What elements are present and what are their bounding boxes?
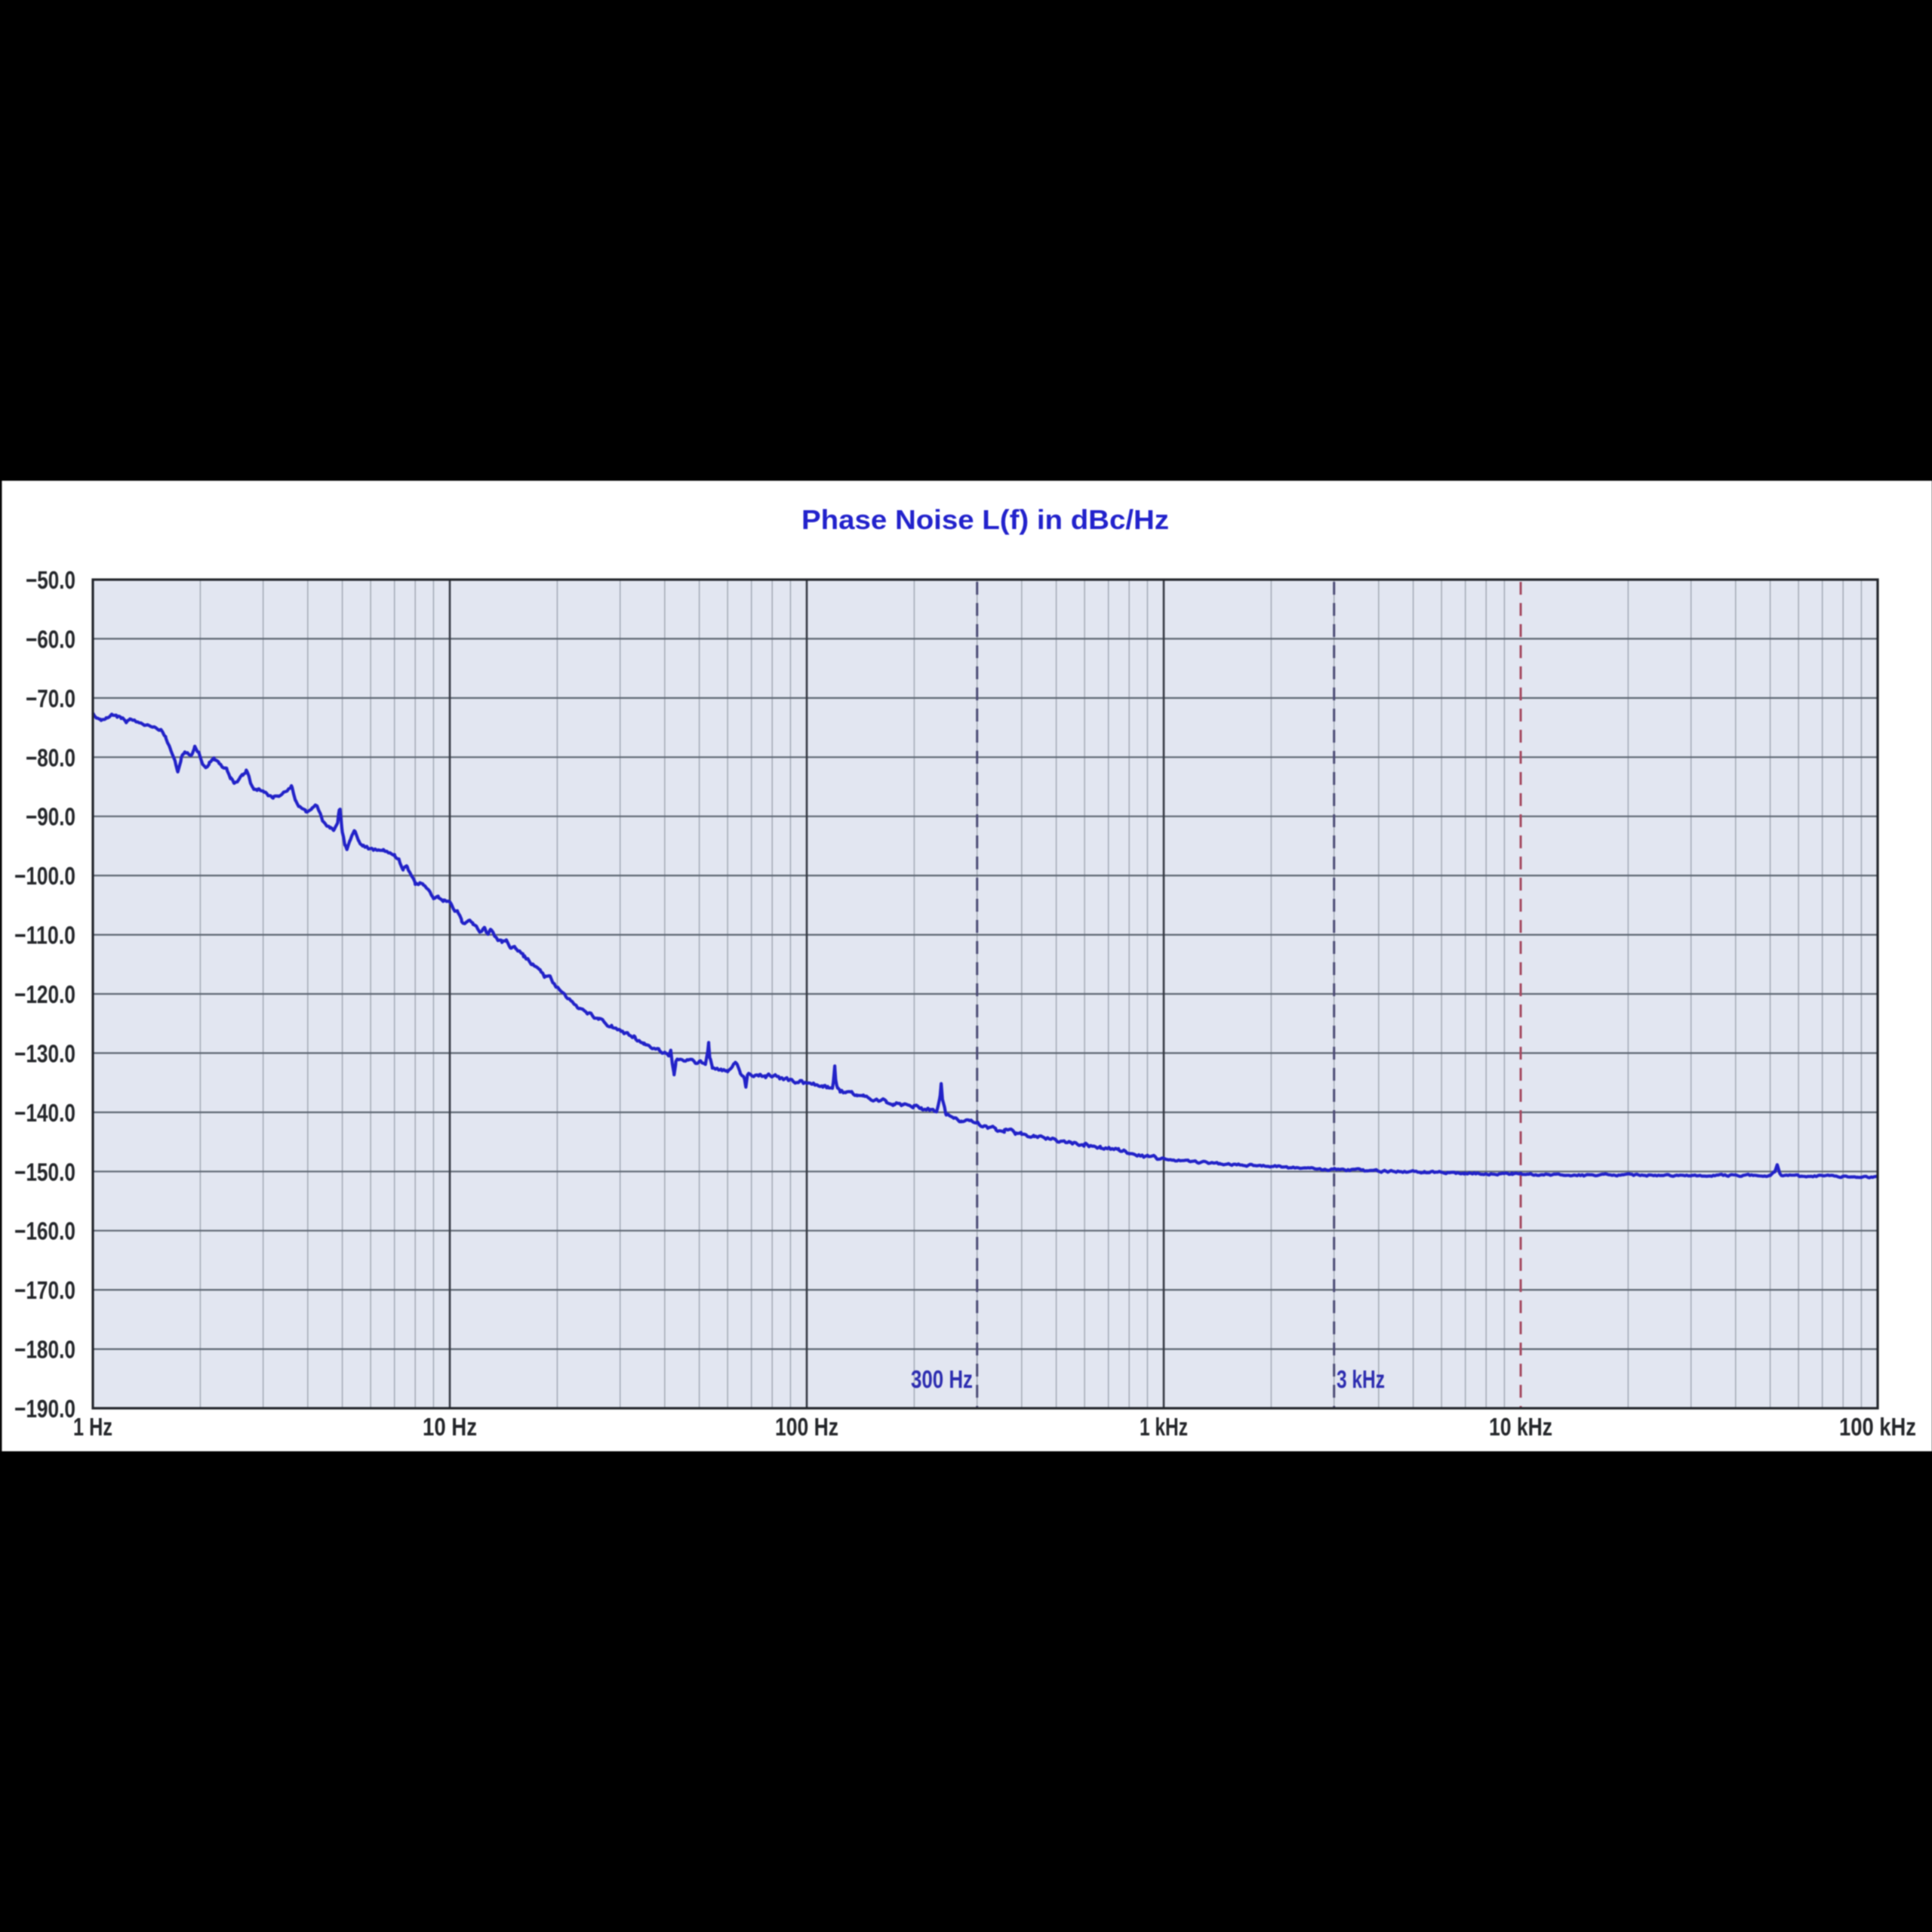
svg-text:−190.0: −190.0: [14, 1395, 75, 1423]
svg-text:−180.0: −180.0: [14, 1336, 75, 1364]
svg-text:1 kHz: 1 kHz: [1140, 1413, 1188, 1441]
svg-text:−170.0: −170.0: [14, 1276, 75, 1304]
svg-text:1 Hz: 1 Hz: [73, 1413, 112, 1441]
svg-text:−130.0: −130.0: [14, 1039, 75, 1067]
svg-text:Phase Noise L(f) in dBc/Hz: Phase Noise L(f) in dBc/Hz: [801, 504, 1169, 535]
svg-text:10 kHz: 10 kHz: [1489, 1413, 1552, 1441]
svg-text:−50.0: −50.0: [26, 566, 75, 594]
svg-text:−80.0: −80.0: [26, 743, 75, 771]
svg-text:−120.0: −120.0: [14, 980, 75, 1008]
svg-text:100 Hz: 100 Hz: [775, 1413, 838, 1441]
svg-text:−160.0: −160.0: [14, 1217, 75, 1245]
svg-text:300 Hz: 300 Hz: [911, 1365, 973, 1393]
svg-text:−70.0: −70.0: [26, 685, 75, 712]
svg-text:−140.0: −140.0: [14, 1099, 75, 1127]
svg-text:−100.0: −100.0: [14, 862, 75, 890]
svg-text:10 Hz: 10 Hz: [423, 1413, 477, 1441]
svg-text:100 kHz: 100 kHz: [1839, 1413, 1916, 1441]
svg-text:−90.0: −90.0: [26, 803, 75, 831]
svg-text:3 kHz: 3 kHz: [1337, 1365, 1385, 1393]
svg-text:−150.0: −150.0: [14, 1158, 75, 1186]
svg-text:−60.0: −60.0: [26, 625, 75, 653]
svg-text:−110.0: −110.0: [14, 921, 75, 949]
